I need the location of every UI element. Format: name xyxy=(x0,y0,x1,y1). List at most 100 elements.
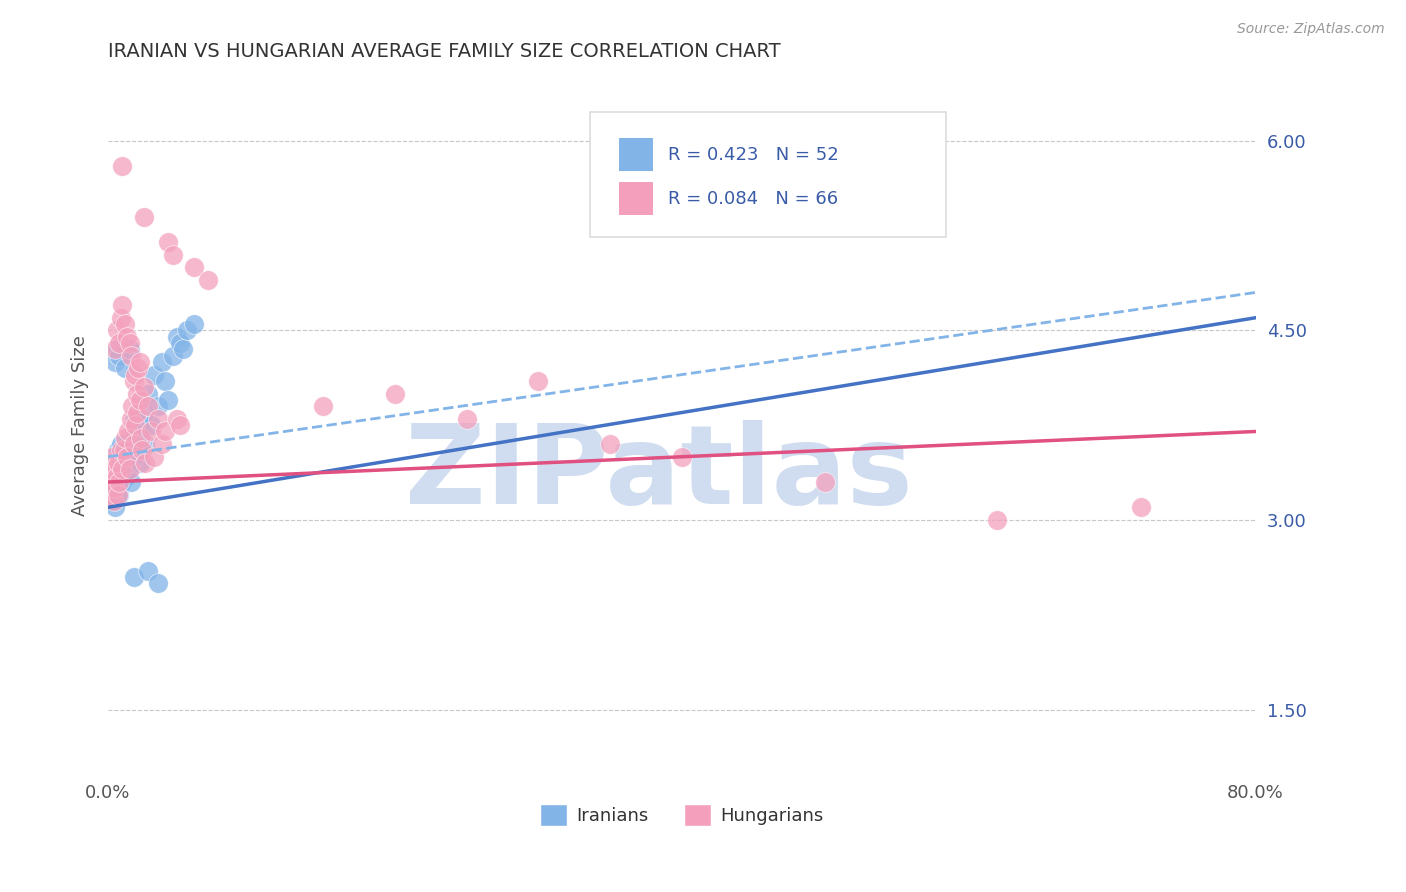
Point xyxy=(104,500,127,515)
Point xyxy=(112,456,135,470)
Point xyxy=(98,475,121,489)
Point xyxy=(104,355,127,369)
Point xyxy=(111,450,134,464)
Point xyxy=(152,355,174,369)
Point xyxy=(128,392,150,407)
Point xyxy=(132,210,155,224)
Point xyxy=(104,343,127,357)
Point xyxy=(124,418,146,433)
Point xyxy=(814,475,837,489)
FancyBboxPatch shape xyxy=(619,138,652,171)
Point xyxy=(169,336,191,351)
Point xyxy=(118,336,141,351)
Text: ZIPatlas: ZIPatlas xyxy=(405,420,912,527)
Point xyxy=(148,576,170,591)
Point xyxy=(122,374,145,388)
Point xyxy=(111,159,134,173)
Point xyxy=(121,450,143,464)
Point xyxy=(162,349,184,363)
Point xyxy=(125,386,148,401)
Point xyxy=(136,564,159,578)
Point xyxy=(98,468,121,483)
Point xyxy=(120,475,142,489)
Point xyxy=(155,374,177,388)
Point xyxy=(128,355,150,369)
Point xyxy=(148,412,170,426)
Point xyxy=(312,399,335,413)
Point xyxy=(172,343,194,357)
Point xyxy=(112,443,135,458)
Point xyxy=(108,488,131,502)
Point xyxy=(166,412,188,426)
Point xyxy=(103,462,125,476)
Y-axis label: Average Family Size: Average Family Size xyxy=(72,334,89,516)
Point xyxy=(1129,500,1152,515)
Point xyxy=(139,425,162,439)
Point xyxy=(162,247,184,261)
Point xyxy=(118,343,141,357)
Point xyxy=(105,323,128,337)
Point xyxy=(127,361,149,376)
Point xyxy=(107,443,129,458)
Point xyxy=(183,317,205,331)
Point xyxy=(169,418,191,433)
Text: IRANIAN VS HUNGARIAN AVERAGE FAMILY SIZE CORRELATION CHART: IRANIAN VS HUNGARIAN AVERAGE FAMILY SIZE… xyxy=(108,42,780,61)
Point xyxy=(110,437,132,451)
Point xyxy=(134,437,156,451)
Point xyxy=(114,437,136,451)
Point xyxy=(118,462,141,476)
Point xyxy=(114,431,136,445)
Point xyxy=(100,462,122,476)
Point xyxy=(114,361,136,376)
Point xyxy=(139,418,162,433)
Point xyxy=(107,468,129,483)
Point xyxy=(103,494,125,508)
Point xyxy=(101,468,124,483)
FancyBboxPatch shape xyxy=(591,112,946,237)
Point xyxy=(136,386,159,401)
Text: R = 0.084   N = 66: R = 0.084 N = 66 xyxy=(668,189,838,208)
Point xyxy=(157,235,180,249)
Point xyxy=(125,443,148,458)
Text: R = 0.423   N = 52: R = 0.423 N = 52 xyxy=(668,145,839,164)
Point xyxy=(110,310,132,325)
Point xyxy=(197,273,219,287)
Point xyxy=(108,349,131,363)
Point xyxy=(136,399,159,413)
Point xyxy=(111,298,134,312)
Point xyxy=(104,481,127,495)
Point xyxy=(100,488,122,502)
Point xyxy=(142,450,165,464)
Point xyxy=(118,462,141,476)
Point xyxy=(986,513,1008,527)
Point xyxy=(176,323,198,337)
Point xyxy=(101,494,124,508)
Point xyxy=(105,468,128,483)
Text: Source: ZipAtlas.com: Source: ZipAtlas.com xyxy=(1237,22,1385,37)
Point xyxy=(152,437,174,451)
Point xyxy=(101,475,124,489)
Point xyxy=(115,468,138,483)
Point xyxy=(122,437,145,451)
Point xyxy=(111,462,134,476)
Point xyxy=(107,456,129,470)
Point xyxy=(124,368,146,382)
Point xyxy=(142,368,165,382)
Point xyxy=(121,399,143,413)
Point xyxy=(166,329,188,343)
Point xyxy=(132,405,155,419)
Point xyxy=(125,405,148,419)
Point xyxy=(100,456,122,470)
Point xyxy=(111,475,134,489)
Point xyxy=(129,431,152,445)
Point xyxy=(129,425,152,439)
Point xyxy=(101,450,124,464)
Point xyxy=(155,425,177,439)
Point xyxy=(120,412,142,426)
Point xyxy=(103,481,125,495)
Point xyxy=(456,412,478,426)
Point xyxy=(157,392,180,407)
Point xyxy=(115,443,138,458)
Point xyxy=(183,260,205,275)
Point xyxy=(105,343,128,357)
